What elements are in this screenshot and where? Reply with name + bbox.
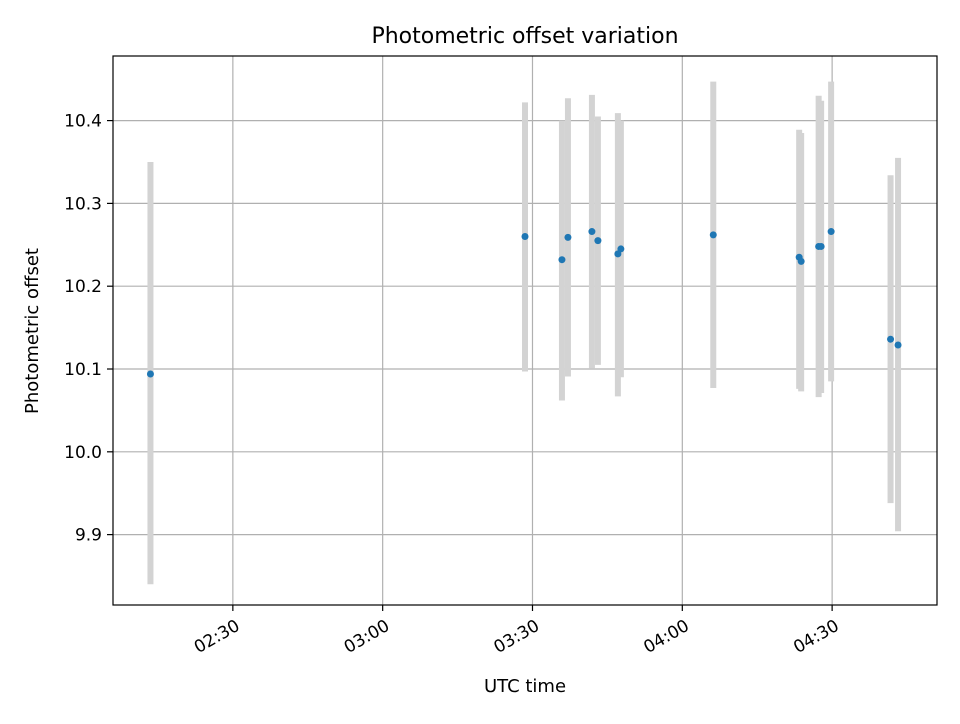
- y-tick-label: 10.0: [64, 443, 102, 463]
- chart-title: Photometric offset variation: [371, 24, 678, 49]
- data-point: [617, 245, 625, 253]
- y-tick-label: 10.1: [64, 360, 102, 380]
- y-tick-label: 10.3: [64, 194, 102, 214]
- y-axis-label: Photometric offset: [22, 248, 43, 414]
- data-point: [588, 228, 596, 236]
- data-point: [827, 228, 835, 236]
- data-point: [709, 231, 717, 239]
- data-point: [797, 257, 805, 265]
- y-tick-label: 10.2: [64, 277, 102, 297]
- data-point: [594, 237, 602, 245]
- data-point: [887, 335, 895, 343]
- data-points: [146, 228, 902, 378]
- plot-frame: [112, 55, 938, 606]
- data-point: [558, 256, 566, 264]
- data-point: [564, 233, 572, 241]
- y-tick-label: 10.4: [64, 112, 102, 132]
- data-point: [146, 370, 154, 378]
- data-point: [817, 242, 825, 250]
- data-point: [894, 341, 902, 349]
- data-point: [521, 233, 529, 241]
- y-tick-label: 9.9: [75, 526, 102, 546]
- x-axis-label: UTC time: [484, 676, 566, 697]
- y-axis-ticks: 9.9 10.0 10.1 10.2 10.3 10.4: [64, 112, 113, 546]
